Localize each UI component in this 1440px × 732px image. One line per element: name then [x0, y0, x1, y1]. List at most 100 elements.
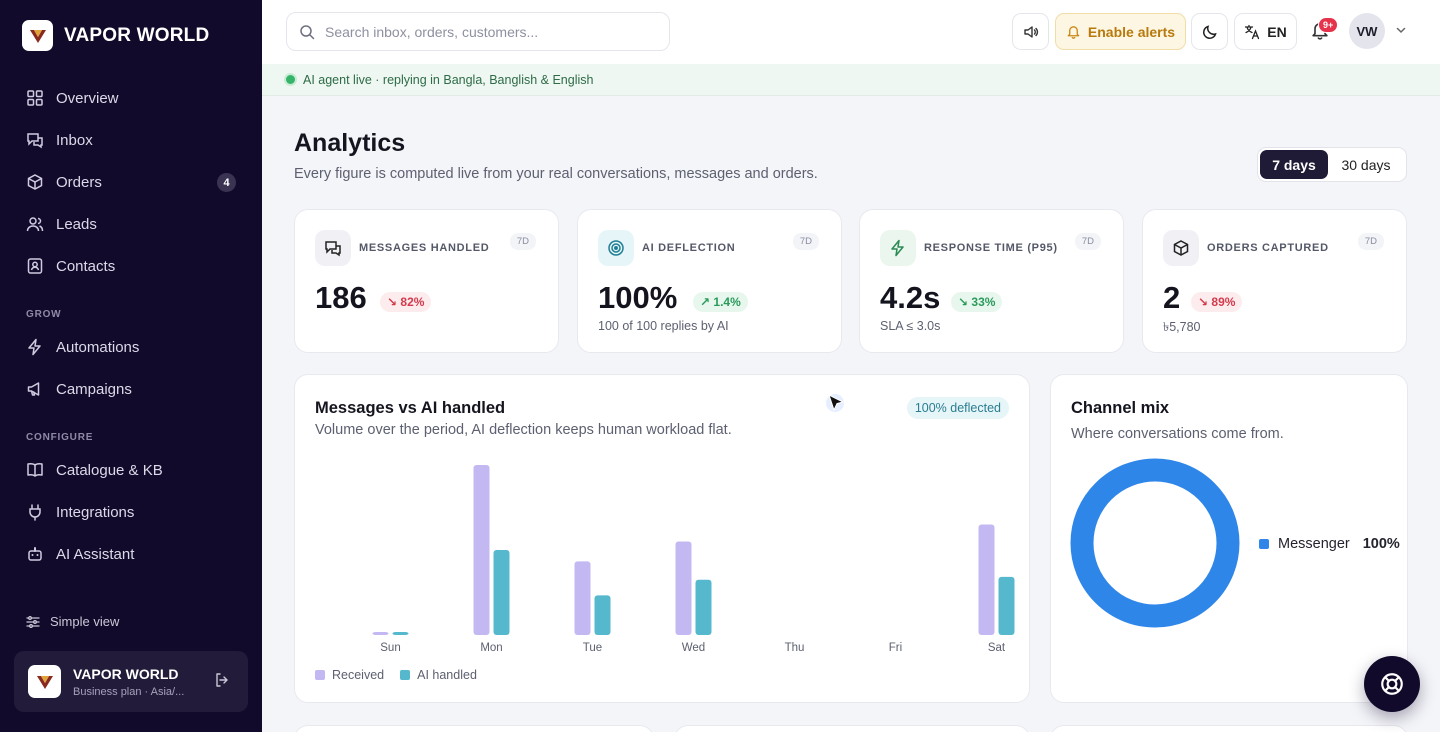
orders-count-badge: 4: [217, 173, 236, 192]
kpi-card-messages-handled: MESSAGES HANDLED 7D 186 ↘ 82%: [294, 209, 559, 353]
sidebar-item-label: Campaigns: [56, 380, 132, 398]
brand-logo-icon: [22, 20, 53, 51]
legend-label: AI handled: [417, 668, 477, 682]
range-option-30-days[interactable]: 30 days: [1341, 156, 1391, 173]
bell-alert-icon: [1067, 26, 1080, 39]
account-name: VAPOR WORLD: [73, 665, 179, 682]
sidebar-item-automations[interactable]: Automations: [14, 329, 248, 365]
bolt-icon: [28, 338, 41, 356]
users-icon: [26, 217, 44, 232]
sound-button[interactable]: [1012, 13, 1049, 50]
account-logo-icon: [28, 665, 61, 698]
help-button[interactable]: [1364, 656, 1420, 712]
x-tick-label: Tue: [583, 642, 602, 654]
user-avatar[interactable]: VW: [1349, 13, 1385, 49]
messages-chart-card: Messages vs AI handled Volume over the p…: [294, 374, 1030, 703]
deflection-pill: 100% deflected: [906, 397, 1009, 419]
contact-card-icon: [27, 258, 43, 274]
sidebar-item-label: Inbox: [56, 131, 93, 149]
kpi-period-tag: 7D: [509, 233, 536, 250]
nav-section-configure: CONFIGURE: [26, 432, 94, 443]
sidebar-item-label: Overview: [56, 89, 119, 107]
x-tick-label: Wed: [682, 642, 705, 654]
chat-icon: [315, 230, 351, 266]
bolt-icon: [880, 230, 916, 266]
chart-subtitle: Volume over the period, AI deflection ke…: [315, 422, 732, 438]
kpi-label: ORDERS CAPTURED: [1207, 242, 1329, 254]
simple-view-label: Simple view: [50, 614, 120, 629]
translate-icon: [1245, 24, 1260, 39]
bar-ai-handled-mon: [493, 550, 510, 635]
speaker-icon: [1023, 25, 1038, 38]
search-icon: [300, 24, 315, 39]
sliders-icon: [26, 615, 40, 628]
sidebar-item-orders[interactable]: Orders 4: [14, 164, 248, 200]
legend-item-ai-handled: AI handled: [400, 668, 477, 682]
sidebar-item-label: Orders: [56, 173, 102, 191]
legend-label: Messenger: [1278, 536, 1350, 552]
chat-icon: [27, 133, 43, 149]
kpi-delta: 1.4%: [713, 295, 741, 309]
sidebar-item-leads[interactable]: Leads: [14, 206, 248, 242]
sidebar-item-label: Leads: [56, 215, 97, 233]
brand[interactable]: VAPOR WORLD: [22, 20, 209, 51]
language-button[interactable]: EN: [1234, 13, 1297, 50]
agent-status-text: AI agent live · replying in Bangla, Bang…: [303, 72, 594, 87]
kpi-label: MESSAGES HANDLED: [359, 242, 490, 254]
top-bar: Enable alerts EN 9+ VW: [262, 0, 1440, 64]
legend-label: Received: [332, 668, 385, 682]
notifications-button[interactable]: 9+: [1310, 17, 1339, 44]
kpi-card-response-time: RESPONSE TIME (P95) 7D 4.2s ↘ 33% SLA ≤ …: [859, 209, 1124, 353]
sidebar-item-overview[interactable]: Overview: [14, 80, 248, 116]
simple-view-toggle[interactable]: Simple view: [26, 614, 119, 629]
sidebar-item-integrations[interactable]: Integrations: [14, 494, 248, 530]
sidebar-item-label: Automations: [56, 338, 140, 356]
bottom-card-1: [294, 725, 654, 732]
logout-icon[interactable]: [214, 672, 230, 688]
kpi-delta-badge: ↘ 33%: [951, 292, 1003, 312]
bar-ai-handled-wed: [695, 579, 712, 635]
arrow-up-right-icon: ↗: [700, 295, 714, 309]
account-card[interactable]: VAPOR WORLD Business plan · Asia/...: [14, 651, 248, 712]
kpi-subtext: ৳5,780: [1163, 320, 1201, 334]
channel-legend-messenger: Messenger 100%: [1259, 536, 1400, 552]
live-status-dot: [286, 75, 295, 84]
kpi-period-tag: 7D: [1357, 233, 1384, 250]
x-tick-label: Fri: [889, 642, 902, 654]
kpi-delta: 33%: [971, 295, 996, 309]
legend-swatch: [400, 670, 411, 680]
search-input[interactable]: [325, 23, 645, 40]
theme-toggle-button[interactable]: [1191, 13, 1228, 50]
language-label: EN: [1267, 23, 1287, 40]
bar-ai-handled-tue: [594, 595, 611, 635]
account-plan: Business plan · Asia/...: [73, 685, 185, 698]
date-range-switcher: 7 days 30 days: [1257, 147, 1407, 182]
sidebar-item-label: Contacts: [56, 257, 116, 275]
kpi-period-tag: 7D: [1074, 233, 1101, 250]
enable-alerts-button[interactable]: Enable alerts: [1055, 13, 1186, 50]
sidebar-item-campaigns[interactable]: Campaigns: [14, 371, 248, 407]
sidebar-item-inbox[interactable]: Inbox: [14, 122, 248, 158]
bar-received-tue: [574, 561, 591, 635]
range-option-7-days[interactable]: 7 days: [1260, 150, 1328, 179]
x-tick-label: Sat: [988, 642, 1006, 654]
kpi-delta-badge: ↘ 89%: [1191, 292, 1243, 312]
plug-icon: [29, 504, 41, 521]
channel-mix-donut: [1070, 458, 1240, 628]
mouse-cursor-icon: [826, 394, 845, 412]
kpi-label: AI DEFLECTION: [642, 242, 736, 254]
enable-alerts-label: Enable alerts: [1087, 23, 1176, 40]
search-box[interactable]: [286, 12, 670, 51]
kpi-value: 100%: [598, 280, 678, 315]
bar-received-sun: [372, 632, 389, 635]
sidebar-item-contacts[interactable]: Contacts: [14, 248, 248, 284]
kpi-delta: 89%: [1211, 295, 1236, 309]
sidebar-item-ai-assistant[interactable]: AI Assistant: [14, 536, 248, 572]
moon-icon: [1202, 24, 1217, 39]
chevron-down-icon[interactable]: [1395, 24, 1407, 36]
sidebar-item-catalogue[interactable]: Catalogue & KB: [14, 452, 248, 488]
lifebuoy-icon: [1381, 673, 1403, 695]
sidebar-item-label: Catalogue & KB: [56, 461, 163, 479]
legend-item-received: Received: [315, 668, 384, 682]
box-icon: [27, 174, 43, 190]
